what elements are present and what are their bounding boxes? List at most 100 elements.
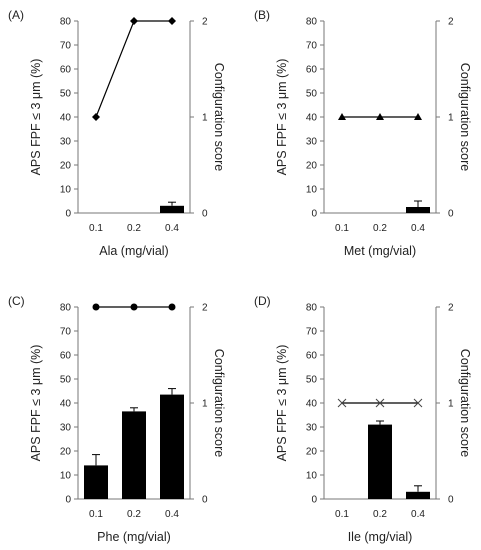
score-marker [168,17,176,25]
score-marker [376,113,384,120]
y2-axis-label: Configuration score [458,349,472,457]
y-axis-label: APS FPF ≤ 3 μm (%) [275,59,289,176]
y2-tick-label: 0 [448,209,454,220]
y-tick-label: 30 [306,137,318,148]
bar [160,205,184,213]
y-tick-label: 80 [306,17,318,28]
score-marker [414,113,422,120]
y-tick-label: 70 [60,327,72,338]
x-axis-label: Ala (mg/vial) [99,244,168,258]
x-tick-label: 0.4 [411,509,425,520]
score-marker [168,303,176,311]
y2-tick-label: 1 [448,113,454,124]
panel-label: (A) [8,8,24,22]
bar [122,411,146,499]
bar [406,491,430,499]
y2-axis-label: Configuration score [458,63,472,171]
y-tick-label: 40 [306,113,318,124]
y-tick-label: 20 [60,161,72,172]
y-tick-label: 10 [60,185,72,196]
x-tick-label: 0.2 [373,509,387,520]
x-axis-label: Phe (mg/vial) [97,530,171,544]
y-tick-label: 40 [306,399,318,410]
y2-tick-label: 2 [202,303,208,314]
x-axis-label: Met (mg/vial) [344,244,416,258]
y2-tick-label: 2 [448,303,454,314]
score-marker [337,398,347,408]
y-tick-label: 0 [311,495,317,506]
panel-label: (B) [254,8,270,22]
score-marker [413,398,423,408]
x-tick-label: 0.1 [335,223,349,234]
panel-a: (A) 0 10 20 30 40 50 60 70 80 0 1 2 0.1 0.2 0.4 Ala (mg/… [8,8,226,258]
y-tick-label: 10 [60,471,72,482]
y-tick-label: 70 [306,41,318,52]
score-marker [92,113,100,121]
x-tick-label: 0.1 [89,223,103,234]
y-tick-label: 40 [60,113,72,124]
y-tick-label: 0 [311,209,317,220]
score-marker [375,398,385,408]
y2-tick-label: 2 [448,17,454,28]
y-tick-label: 50 [306,89,318,100]
y-tick-label: 40 [60,399,72,410]
score-line [95,20,172,118]
y-tick-label: 70 [60,41,72,52]
y-tick-label: 30 [60,423,72,434]
y2-tick-label: 2 [202,17,208,28]
x-tick-label: 0.2 [373,223,387,234]
y-tick-label: 60 [60,65,72,76]
y-tick-label: 0 [65,209,71,220]
y-tick-label: 50 [60,375,72,386]
y-tick-label: 20 [306,161,318,172]
y-tick-label: 60 [306,351,318,362]
score-marker [92,303,100,311]
panel-label: (C) [8,294,25,308]
x-tick-label: 0.1 [335,509,349,520]
y-tick-label: 30 [60,137,72,148]
y2-tick-label: 1 [448,399,454,410]
bar [160,394,184,499]
y-tick-label: 0 [65,495,71,506]
y2-tick-label: 1 [202,399,208,410]
y-tick-label: 60 [306,65,318,76]
y2-tick-label: 0 [202,495,208,506]
y-tick-label: 80 [306,303,318,314]
y-tick-label: 10 [306,185,318,196]
y-tick-label: 70 [306,327,318,338]
y-tick-label: 50 [306,375,318,386]
bar [368,424,392,499]
y-axis-label: APS FPF ≤ 3 μm (%) [29,345,43,462]
score-marker [130,17,138,25]
y2-tick-label: 1 [202,113,208,124]
x-tick-label: 0.4 [165,509,179,520]
y2-axis-label: Configuration score [212,349,226,457]
bar [406,207,430,213]
y-tick-label: 60 [60,351,72,362]
y2-tick-label: 0 [448,495,454,506]
y-tick-label: 20 [60,447,72,458]
x-axis-label: Ile (mg/vial) [348,530,413,544]
panel-label: (D) [254,294,271,308]
score-marker [130,303,138,311]
y2-tick-label: 0 [202,209,208,220]
x-tick-label: 0.2 [127,509,141,520]
y-axis-label: APS FPF ≤ 3 μm (%) [29,59,43,176]
bar [84,465,108,499]
y-tick-label: 80 [60,303,72,314]
y2-axis-label: Configuration score [212,63,226,171]
y-tick-label: 30 [306,423,318,434]
y-axis-label: APS FPF ≤ 3 μm (%) [275,345,289,462]
y-tick-label: 20 [306,447,318,458]
panel-d: (D) 0 10 20 30 40 50 60 70 80 0 1 2 0.1 0.2 0.4 Ile (mg/… [254,294,472,544]
x-tick-label: 0.2 [127,223,141,234]
x-tick-label: 0.4 [165,223,179,234]
y-tick-label: 10 [306,471,318,482]
y-tick-label: 80 [60,17,72,28]
score-marker [338,113,346,120]
y-tick-label: 50 [60,89,72,100]
x-tick-label: 0.1 [89,509,103,520]
panel-c: (C) 0 10 20 30 40 50 60 70 80 0 1 2 0.1 0.2 0.4 Phe (mg/… [8,294,226,544]
panel-b: (B) 0 10 20 30 40 50 60 70 80 0 1 2 0.1 0.2 0.4 Met (mg/… [254,8,472,258]
